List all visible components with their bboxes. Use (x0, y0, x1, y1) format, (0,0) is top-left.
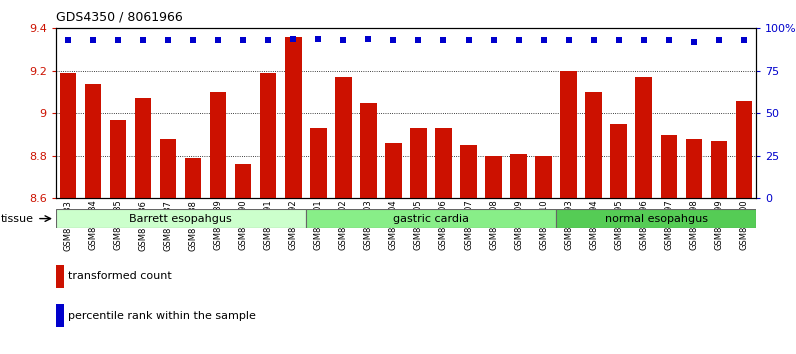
Bar (560, 71, 576, 198)
Bar (110, 120, 127, 198)
Text: GDS4350 / 8061966: GDS4350 / 8061966 (56, 11, 182, 24)
Text: transformed count: transformed count (68, 272, 172, 281)
Point (662, 38, 675, 43)
Point (262, 38, 275, 43)
Text: Barrett esopahgus: Barrett esopahgus (130, 213, 232, 224)
Point (137, 38, 150, 43)
Bar (185, 158, 201, 198)
Point (162, 38, 174, 43)
Point (362, 36, 375, 41)
Point (412, 38, 425, 43)
Point (237, 38, 250, 43)
Bar (135, 98, 151, 198)
Point (537, 38, 550, 43)
Point (587, 38, 600, 43)
Point (737, 38, 750, 43)
Point (512, 38, 525, 43)
Point (462, 38, 475, 43)
Bar (556, 209, 756, 228)
Text: percentile rank within the sample: percentile rank within the sample (68, 311, 256, 321)
Point (638, 38, 650, 43)
Point (437, 38, 450, 43)
Bar (310, 128, 326, 198)
Bar (85, 84, 101, 198)
Bar (335, 77, 352, 198)
Point (387, 38, 400, 43)
Point (337, 38, 349, 43)
Point (187, 38, 200, 43)
Point (562, 38, 575, 43)
Bar (306, 209, 556, 228)
Bar (711, 141, 727, 198)
Bar (285, 37, 302, 198)
Point (712, 38, 725, 43)
Bar (510, 154, 527, 198)
Bar (460, 145, 477, 198)
Point (212, 38, 224, 43)
Point (62, 38, 75, 43)
Point (112, 38, 125, 43)
Bar (486, 156, 501, 198)
Point (87, 38, 100, 43)
Bar (661, 135, 677, 198)
Text: tissue: tissue (2, 213, 51, 224)
Bar (60, 73, 76, 198)
Bar (736, 101, 751, 198)
Bar (56, 304, 64, 327)
Bar (361, 103, 377, 198)
Bar (235, 164, 252, 198)
Bar (585, 92, 602, 198)
Bar (685, 139, 702, 198)
Point (487, 38, 500, 43)
Bar (435, 128, 451, 198)
Bar (536, 156, 552, 198)
Bar (635, 77, 652, 198)
Point (687, 39, 700, 45)
Bar (385, 143, 401, 198)
Bar (56, 209, 306, 228)
Bar (160, 139, 177, 198)
Point (612, 38, 625, 43)
Point (287, 36, 300, 41)
Text: gastric cardia: gastric cardia (393, 213, 469, 224)
Text: normal esopahgus: normal esopahgus (605, 213, 708, 224)
Bar (210, 92, 226, 198)
Bar (611, 124, 626, 198)
Bar (56, 265, 64, 288)
Point (312, 36, 325, 41)
Bar (411, 128, 427, 198)
Bar (260, 73, 276, 198)
